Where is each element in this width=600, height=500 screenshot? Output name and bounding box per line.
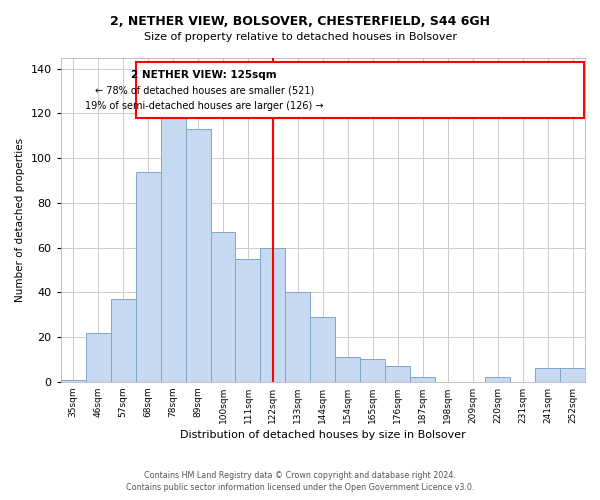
Bar [136,172,161,382]
Text: ← 78% of detached houses are smaller (521): ← 78% of detached houses are smaller (52… [95,86,314,96]
Text: 19% of semi-detached houses are larger (126) →: 19% of semi-detached houses are larger (… [85,101,323,111]
Bar [560,368,585,382]
Bar [185,129,211,382]
Y-axis label: Number of detached properties: Number of detached properties [15,138,25,302]
Bar [310,317,335,382]
Bar [335,357,361,382]
Text: 2 NETHER VIEW: 125sqm: 2 NETHER VIEW: 125sqm [131,70,277,80]
Text: Contains HM Land Registry data © Crown copyright and database right 2024.
Contai: Contains HM Land Registry data © Crown c… [126,471,474,492]
Bar [211,232,235,382]
Text: 2, NETHER VIEW, BOLSOVER, CHESTERFIELD, S44 6GH: 2, NETHER VIEW, BOLSOVER, CHESTERFIELD, … [110,15,490,28]
Bar [235,259,260,382]
Bar [410,378,435,382]
Bar [86,332,110,382]
FancyBboxPatch shape [136,62,584,118]
Bar [361,360,385,382]
Bar [110,299,136,382]
Text: Size of property relative to detached houses in Bolsover: Size of property relative to detached ho… [143,32,457,42]
Bar [61,380,86,382]
Bar [161,118,185,382]
Bar [260,248,286,382]
Bar [385,366,410,382]
Bar [286,292,310,382]
Bar [485,378,510,382]
X-axis label: Distribution of detached houses by size in Bolsover: Distribution of detached houses by size … [180,430,466,440]
Bar [535,368,560,382]
